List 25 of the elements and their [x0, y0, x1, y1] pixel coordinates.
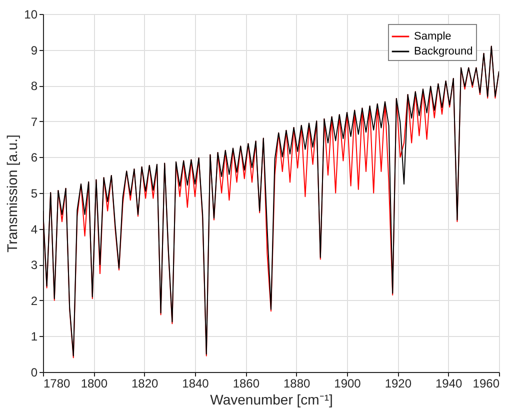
x-tick-label: 1900 [334, 376, 362, 390]
y-tick-label: 5 [30, 186, 38, 200]
x-tick-label: 1880 [283, 376, 311, 390]
x-tick-label: 1960 [472, 376, 500, 390]
y-tick-label: 10 [24, 8, 38, 22]
x-tick-label: 1780 [44, 376, 71, 390]
x-tick-label: 1860 [232, 376, 260, 390]
y-tick-label: 6 [30, 150, 38, 165]
legend-label: Sample [414, 30, 452, 42]
x-tick-label: 1940 [435, 376, 463, 390]
x-tick-label: 1800 [80, 376, 108, 390]
y-tick-label: 4 [30, 222, 38, 236]
x-tick-label: 1820 [131, 376, 159, 390]
y-axis-title: Transmission [a.u.] [4, 134, 20, 252]
y-tick-label: 0 [30, 366, 38, 380]
x-axis-title: Wavenumber [cm⁻¹] [210, 392, 333, 408]
x-tick-label: 1840 [182, 376, 210, 390]
y-tick-label: 9 [30, 43, 38, 58]
y-tick-label: 7 [30, 114, 38, 129]
x-tick-label: 1920 [384, 376, 412, 390]
legend-label: Background [414, 46, 473, 58]
y-tick-label: 1 [30, 330, 38, 344]
y-tick-label: 8 [30, 79, 38, 94]
y-tick-label: 2 [30, 294, 38, 308]
y-tick-label: 3 [30, 258, 38, 272]
